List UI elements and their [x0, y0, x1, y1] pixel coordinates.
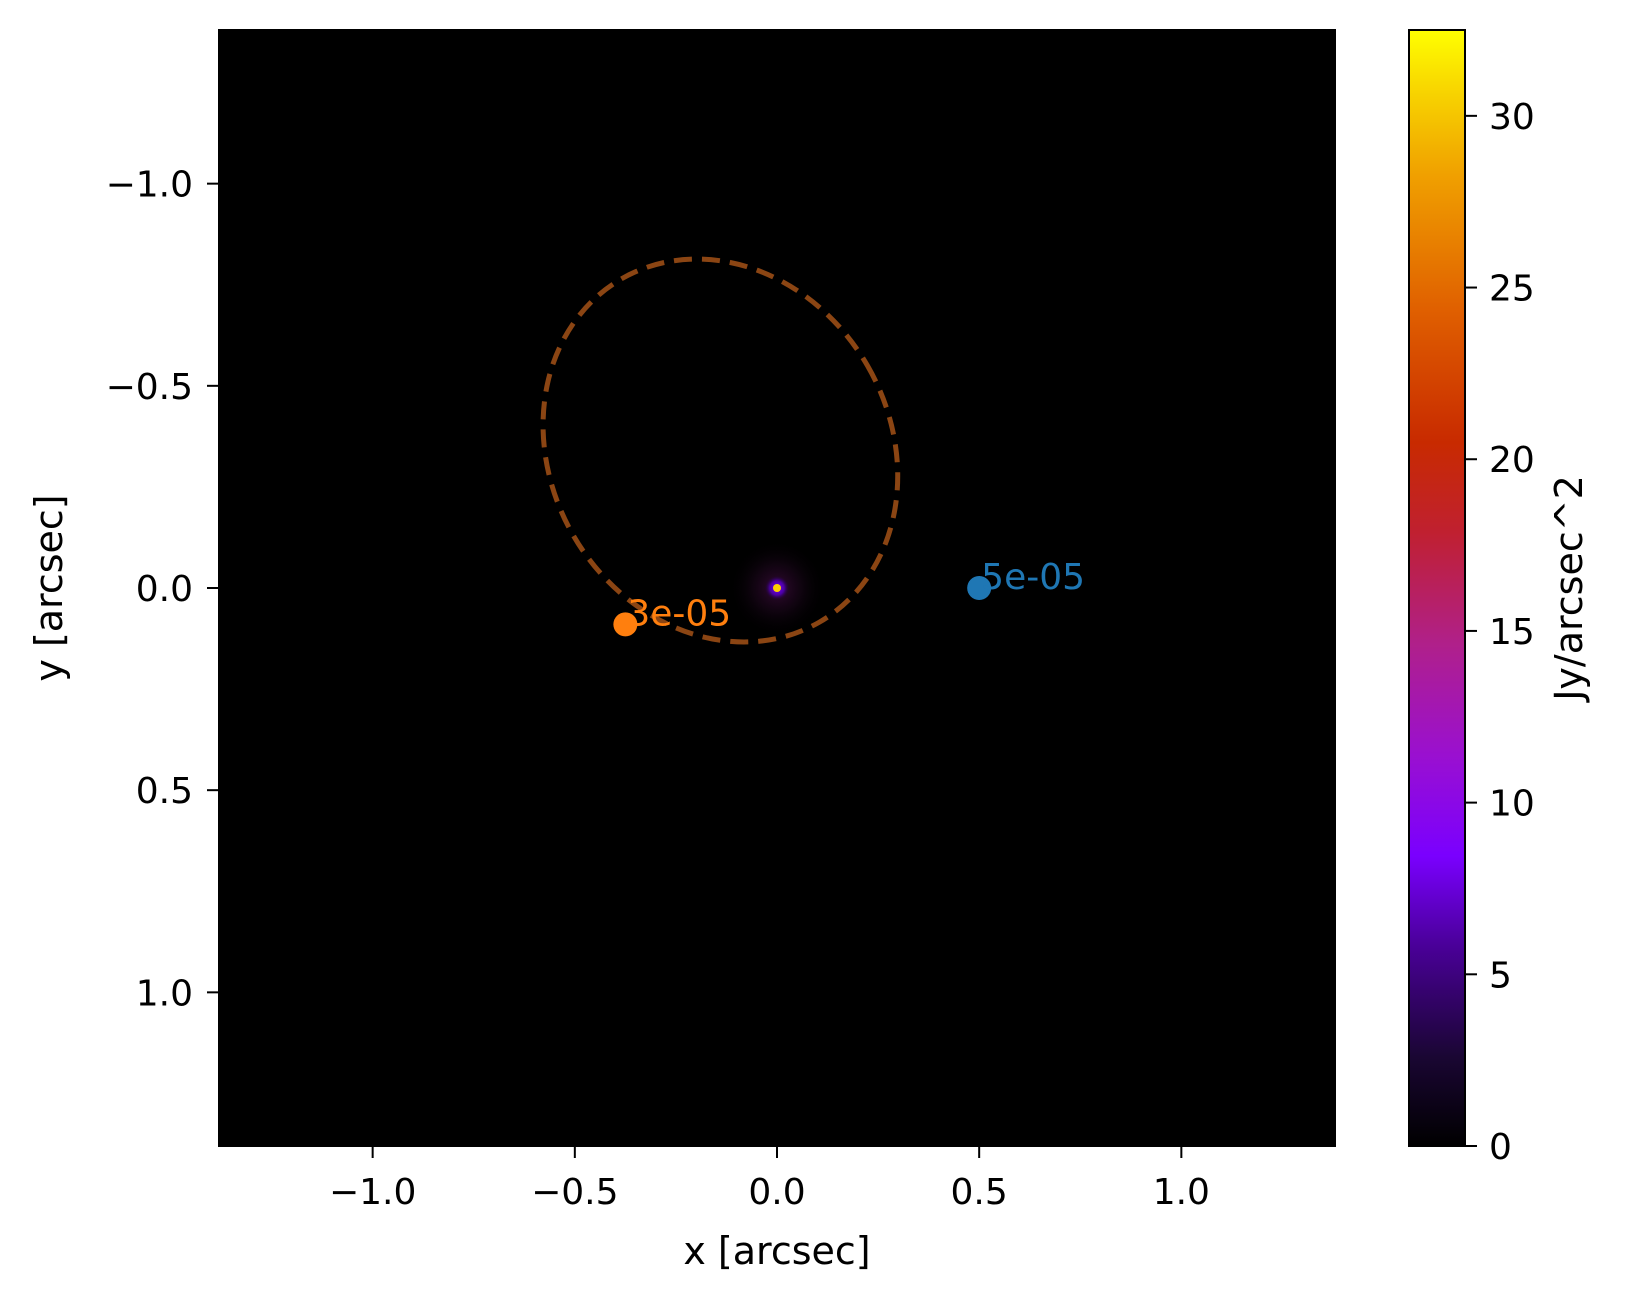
colorbar-tick-label-3: 15: [1489, 612, 1535, 653]
colorbar-tick-label-4: 20: [1489, 440, 1535, 481]
image-layer: [729, 540, 825, 636]
colorbar-tick-label-2: 10: [1489, 784, 1535, 825]
x-tick-label-1: −0.5: [531, 1172, 618, 1213]
x-tick-label-3: 0.5: [951, 1172, 1008, 1213]
x-tick-label-2: 0.0: [748, 1172, 805, 1213]
caustic-curve: [540, 256, 901, 645]
colorbar-ticks: 0 5 10 15 20 25 30: [1465, 97, 1535, 1168]
colorbar-label: Jy/arcsec^2: [1547, 475, 1591, 703]
y-axis-label: y [arcsec]: [27, 494, 71, 681]
x-tick-label-4: 1.0: [1153, 1172, 1210, 1213]
caustic-layer: [540, 256, 901, 645]
colorbar-tick-label-0: 0: [1489, 1127, 1512, 1168]
y-tick-label-0: −1.0: [106, 165, 193, 206]
points-layer: 5e-05 3e-05: [613, 557, 1085, 637]
x-axis-ticks: −1.0 −0.5 0.0 0.5 1.0: [329, 1146, 1210, 1213]
colorbar: [1408, 29, 1466, 1147]
colorbar-tick-label-5: 25: [1489, 269, 1535, 310]
point-label-1: 3e-05: [627, 593, 731, 634]
point-marker-1: [613, 612, 638, 637]
x-tick-label-0: −1.0: [329, 1172, 416, 1213]
y-axis-ticks: −1.0 −0.5 0.0 0.5 1.0: [106, 165, 219, 1014]
colorbar-tick-label-1: 5: [1489, 955, 1512, 996]
y-tick-label-1: −0.5: [106, 367, 193, 408]
colorbar-tick-label-6: 30: [1489, 97, 1535, 138]
y-tick-label-2: 0.0: [136, 569, 193, 610]
y-tick-label-4: 1.0: [136, 973, 193, 1014]
source-peak: [773, 584, 781, 592]
point-label-0: 5e-05: [981, 557, 1085, 598]
x-axis-label: x [arcsec]: [683, 1229, 870, 1273]
y-tick-label-3: 0.5: [136, 771, 193, 812]
point-marker-0: [967, 576, 992, 600]
